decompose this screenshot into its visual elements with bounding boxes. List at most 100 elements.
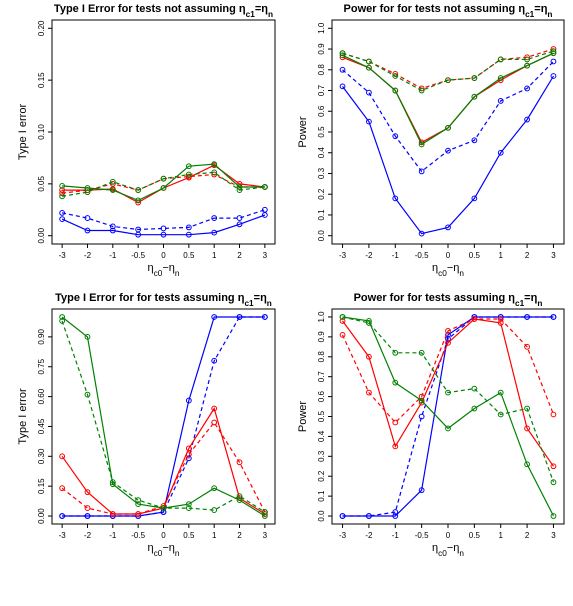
- data-point: [392, 443, 399, 450]
- x-tick-label: -0.5: [131, 251, 145, 260]
- data-point: [59, 513, 66, 519]
- series-line-6: [61, 320, 266, 513]
- data-point: [524, 116, 530, 123]
- data-point: [445, 339, 451, 346]
- data-point: [84, 185, 91, 191]
- y-tick-label: 0.7: [317, 84, 326, 96]
- y-tick-label: 0.9: [317, 43, 326, 55]
- data-point: [550, 479, 557, 486]
- data-point: [59, 209, 66, 216]
- data-point: [497, 389, 504, 396]
- data-point: [185, 501, 192, 507]
- data-point: [185, 163, 192, 170]
- data-point: [211, 314, 218, 320]
- y-tick-label: 0.00: [37, 227, 46, 243]
- data-point: [84, 227, 91, 234]
- series-line-2: [342, 61, 554, 173]
- data-point: [160, 185, 167, 191]
- data-point: [392, 133, 399, 140]
- x-tick-label: 2: [237, 531, 242, 540]
- x-tick-label: -0.5: [131, 531, 145, 540]
- y-tick-label: 0.5: [317, 126, 326, 138]
- series-line-5: [342, 52, 554, 146]
- data-point: [236, 314, 243, 320]
- y-tick-label: 0.05: [37, 176, 46, 192]
- data-point: [236, 187, 243, 193]
- data-point: [135, 197, 142, 204]
- data-point: [211, 419, 218, 426]
- series-line-3: [62, 164, 265, 204]
- data-point: [445, 331, 451, 338]
- x-tick-label: -0.5: [415, 251, 429, 260]
- data-point: [471, 93, 478, 100]
- x-tick-label: 3: [551, 531, 556, 540]
- data-point: [445, 335, 451, 342]
- x-tick-label: -1: [109, 251, 117, 260]
- x-tick-label: 2: [237, 251, 242, 260]
- data-point: [497, 411, 504, 418]
- data-point: [160, 509, 167, 515]
- series-line-6: [62, 171, 265, 197]
- data-point: [211, 405, 218, 412]
- x-tick-label: 1: [212, 531, 217, 540]
- data-point: [550, 48, 557, 55]
- data-point: [471, 316, 478, 322]
- data-point: [524, 405, 530, 412]
- data-point: [59, 183, 66, 189]
- x-tick-label: -1: [109, 531, 117, 540]
- x-axis-label: ηc0−ηn: [148, 542, 180, 558]
- data-point: [185, 231, 192, 238]
- x-tick-label: -2: [84, 251, 92, 260]
- data-point: [339, 83, 346, 90]
- data-point: [109, 223, 116, 230]
- chart-panel-3: Type I Error for for tests assuming ηc1=…: [17, 292, 276, 558]
- data-point: [211, 507, 218, 513]
- y-tick-label: 0.8: [317, 351, 326, 363]
- x-tick-label: -1: [392, 251, 400, 260]
- series-line-1: [342, 75, 555, 235]
- x-tick-label: 1: [499, 251, 504, 260]
- data-point: [160, 505, 167, 511]
- series-line-4: [61, 421, 266, 515]
- data-point: [339, 331, 346, 338]
- data-point: [392, 195, 399, 202]
- data-point: [339, 314, 346, 320]
- data-point: [497, 97, 504, 104]
- y-tick-label: 0.0: [317, 510, 326, 522]
- x-tick-label: -3: [59, 531, 67, 540]
- data-point: [135, 501, 142, 507]
- y-tick-label: 0.3: [317, 167, 326, 179]
- data-point: [339, 50, 346, 57]
- data-point: [418, 230, 425, 237]
- data-point: [366, 389, 372, 396]
- x-tick-label: -1: [392, 531, 400, 540]
- data-point: [59, 216, 66, 223]
- series-line-2: [62, 316, 265, 517]
- data-point: [392, 87, 399, 94]
- data-point: [211, 357, 218, 364]
- data-point: [550, 314, 557, 320]
- x-tick-label: 0: [446, 531, 451, 540]
- data-point: [524, 56, 530, 63]
- data-point: [339, 513, 346, 519]
- series-line-3: [342, 318, 554, 467]
- x-tick-label: 0.5: [469, 251, 481, 260]
- chart-title: Type I Error for tests not assuming ηc1=…: [54, 3, 273, 19]
- data-point: [84, 215, 91, 221]
- data-point: [84, 489, 91, 496]
- data-point: [261, 509, 268, 515]
- data-point: [339, 52, 346, 59]
- data-point: [185, 445, 192, 452]
- x-tick-label: 0: [161, 531, 166, 540]
- data-point: [135, 511, 142, 517]
- data-point: [550, 73, 557, 79]
- y-tick-label: 0.10: [37, 124, 46, 140]
- data-point: [109, 180, 116, 187]
- y-tick-label: 0.1: [317, 490, 326, 502]
- data-point: [261, 184, 268, 190]
- data-point: [471, 75, 478, 81]
- x-tick-label: 2: [525, 531, 530, 540]
- y-tick-label: 0.90: [37, 329, 46, 345]
- data-point: [392, 73, 399, 79]
- data-point: [392, 419, 399, 426]
